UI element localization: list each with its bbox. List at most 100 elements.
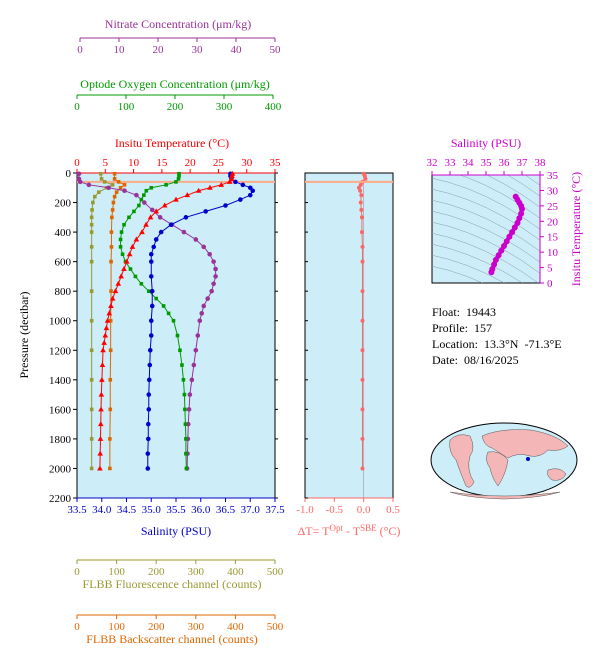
nitrate-point — [213, 266, 218, 272]
deltat-point — [358, 188, 363, 193]
backscatter-point — [110, 208, 115, 212]
fluorescence-point — [99, 177, 104, 181]
salinity-point — [168, 222, 174, 228]
temperature-tick-label: 0 — [74, 157, 80, 169]
salinity-tick-label: 35.5 — [166, 504, 186, 516]
fluorescence-point — [89, 466, 94, 471]
fluorescence-point — [96, 190, 101, 195]
backscatter-tick-label: 100 — [108, 621, 125, 633]
fluorescence-axis-title: FLBB Fluorescence channel (counts) — [83, 577, 262, 591]
nitrate-point — [207, 251, 212, 257]
deltat-tick-label: -1.0 — [296, 504, 314, 516]
temperature-point — [121, 266, 127, 272]
deltat-tick-label: -0.5 — [326, 504, 344, 516]
salinity-point — [158, 229, 164, 235]
nitrate-tick-label: 20 — [153, 44, 165, 56]
salinity-point — [146, 407, 152, 412]
fluorescence-tick-label: 100 — [108, 566, 125, 578]
temperature-tick-label: 20 — [185, 157, 197, 169]
nitrate-point — [134, 192, 139, 198]
salinity-point — [148, 251, 154, 257]
temperature-point — [139, 229, 145, 235]
temperature-point — [229, 172, 235, 178]
nitrate-point — [106, 185, 111, 191]
oxygen-point — [181, 378, 186, 382]
salinity-point — [149, 288, 155, 294]
salinity-tick-label: 37.5 — [265, 504, 285, 516]
oxygen-axis-title: Optode Oxygen Concentration (μm/kg) — [80, 77, 269, 91]
temperature-point — [218, 181, 225, 187]
density-contour — [459, 175, 540, 219]
deltat-point — [360, 377, 365, 382]
fluorescence-tick-label: 300 — [188, 566, 205, 578]
deltat-point — [360, 318, 365, 323]
deltat-point — [360, 348, 365, 353]
deltat-point — [359, 215, 364, 220]
density-contour — [432, 188, 540, 241]
salinity-tick-label: 36.5 — [216, 504, 236, 516]
salinity-point — [183, 215, 189, 220]
oxygen-point — [176, 177, 181, 181]
pressure-tick-label: 600 — [55, 257, 72, 269]
map-australia — [547, 468, 567, 481]
oxygen-point — [174, 180, 178, 184]
backscatter-axis-title: FLBB Backscatter channel (counts) — [86, 632, 258, 646]
profile-label: Profile: — [432, 321, 468, 335]
deltat-point — [360, 436, 365, 441]
temperature-point — [98, 406, 104, 412]
temperature-axis-title: Insitu Temperature (°C) — [115, 136, 229, 150]
nitrate-point — [187, 392, 193, 397]
deltat-point — [358, 200, 363, 205]
salinity-tick-label: 35.0 — [142, 504, 162, 516]
pressure-tick-label: 800 — [55, 286, 72, 298]
nitrate-tick-label: 50 — [270, 44, 282, 56]
oxygen-point — [118, 237, 123, 242]
deltat-point — [363, 176, 368, 181]
deltat-point — [360, 289, 365, 294]
backscatter-point — [109, 245, 114, 249]
salinity-point — [238, 197, 243, 202]
temperature-point — [97, 465, 103, 471]
backscatter-point — [122, 183, 127, 187]
backscatter-point — [109, 289, 113, 293]
backscatter-tick-label: 300 — [188, 621, 205, 633]
oxygen-point — [164, 183, 168, 187]
ts-series-line — [489, 195, 525, 273]
temperature-point — [97, 450, 103, 456]
salinity-point — [148, 318, 154, 324]
oxygen-point — [127, 215, 131, 220]
oxygen-point — [139, 197, 144, 202]
pressure-tick-label: 200 — [55, 198, 72, 210]
backscatter-point — [108, 466, 112, 471]
salinity-tick-label: 34.0 — [92, 504, 112, 516]
oxygen-tick-label: 100 — [118, 101, 135, 113]
oxygen-point — [132, 209, 136, 214]
oxygen-point — [154, 296, 158, 301]
nitrate-point — [193, 347, 199, 353]
backscatter-point — [111, 200, 116, 205]
density-contour — [412, 32, 560, 102]
temperature-point — [153, 208, 159, 214]
series-layer — [76, 170, 393, 498]
oxygen-point — [139, 281, 144, 286]
world-map — [430, 422, 578, 500]
salinity-point — [223, 203, 228, 208]
nitrate-point — [193, 237, 199, 242]
float-location-marker — [526, 457, 530, 461]
ts-temperature-tick-label: 35 — [547, 170, 559, 182]
salinity-point — [250, 188, 256, 194]
oxygen-point — [128, 267, 133, 271]
nitrate-tick-label: 30 — [192, 44, 204, 56]
deltat-point — [360, 466, 365, 471]
temperature-point — [97, 421, 104, 427]
fluorescence-point — [93, 194, 97, 199]
fluorescence-point — [89, 437, 94, 441]
nitrate-point — [195, 333, 201, 338]
salinity-point — [153, 237, 159, 242]
ts-temperature-tick-label: 30 — [547, 185, 559, 197]
density-contour — [412, 65, 560, 135]
nitrate-point — [189, 377, 195, 383]
nitrate-axis-title: Nitrate Concentration (μm/kg) — [105, 17, 251, 31]
oxygen-point — [171, 318, 176, 323]
